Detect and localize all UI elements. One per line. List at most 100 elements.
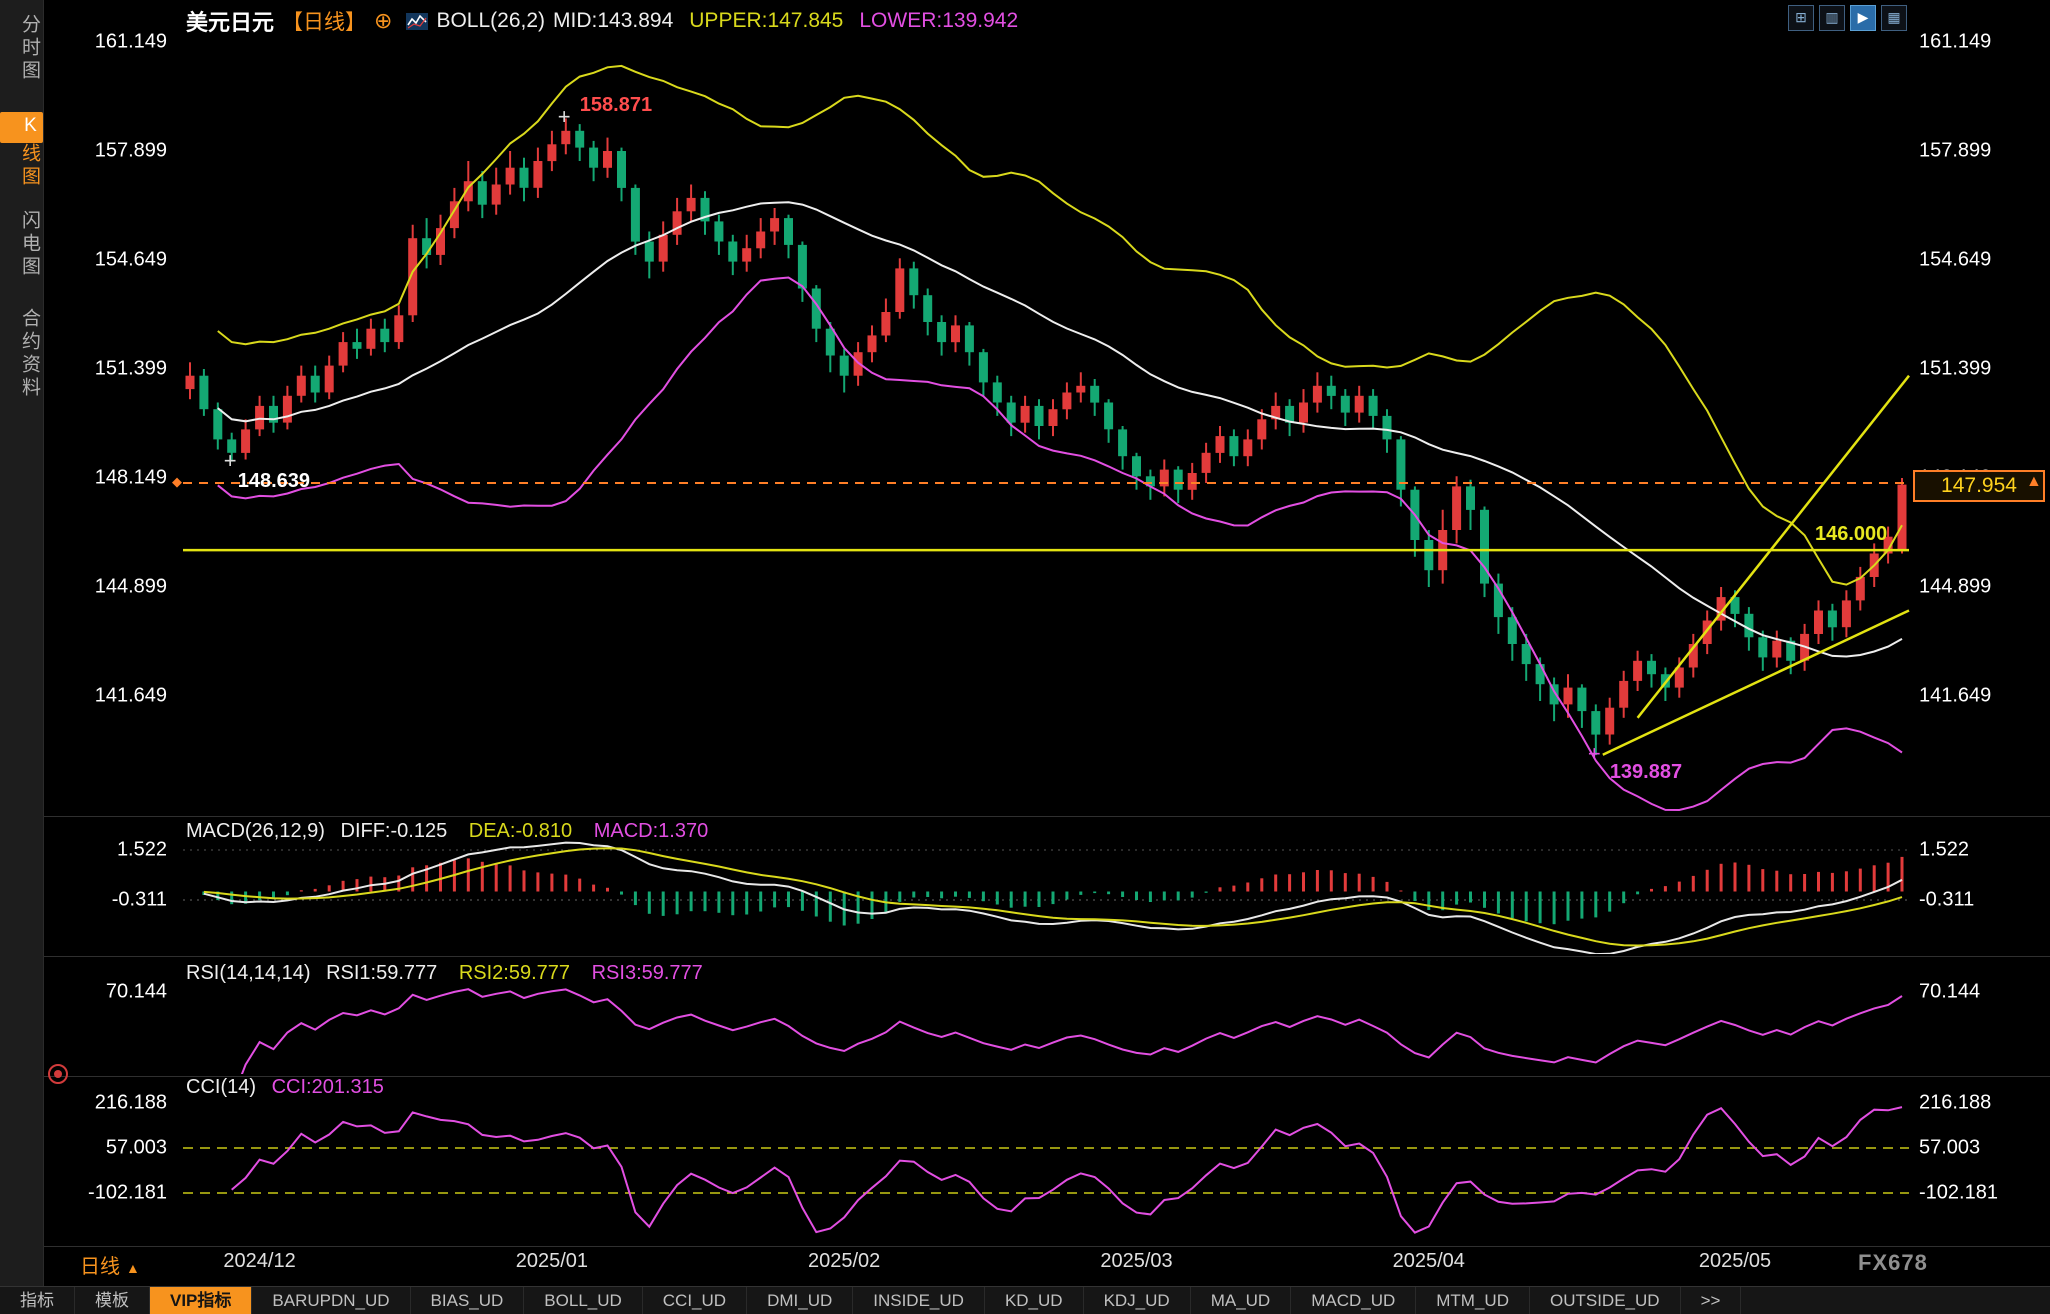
macd-axis-label: 1.522 [116,838,167,861]
price-axis-label: 161.149 [94,30,167,53]
price-alert-arrow-icon: ▲ [2026,473,2042,491]
price-axis-label: 157.899 [1919,139,1992,162]
chart-toolbar-icons: ⊞ ▥ ▶ ▦ [1788,5,1907,31]
macd-panel-title: MACD(26,12,9) DIFF:-0.125 DEA:-0.810 MAC… [186,820,708,843]
candles [185,118,1907,756]
rsi3-value: RSI3:59.777 [591,962,703,984]
price-axis-label: 157.899 [94,139,167,162]
boll-lower-value: LOWER:139.942 [859,9,1019,32]
period-tag[interactable]: 【日线】 [282,11,367,34]
layout-grid-icon[interactable]: ⊞ [1788,5,1814,31]
period-selector-label: 日线 [80,1256,120,1278]
price-axis-label: 154.649 [94,248,167,271]
layout-panes-icon[interactable]: ▥ [1819,5,1845,31]
sidebar-item-3[interactable]: 闪电图 [19,210,40,279]
annotation-high-price: 158.871 [579,94,653,117]
price-axis-label: 144.899 [94,575,167,598]
left-price-axis: 161.149 157.899 154.649 151.399 148.149 144.8… [43,0,175,1286]
price-axis-label: 148.149 [94,466,167,489]
toolbar-tab-BARUPDN_UD[interactable]: BARUPDN_UD [252,1287,411,1314]
rsi-axis-label: 70.144 [105,980,167,1003]
rsi-axis-label: 70.144 [1919,980,1981,1003]
toolbar-tab-MACD_UD[interactable]: MACD_UD [1291,1287,1417,1314]
x-axis-month-label: 2025/05 [1698,1250,1772,1272]
period-selector[interactable]: 日线 ▲ [80,1250,140,1279]
play-icon[interactable]: ▶ [1850,5,1876,31]
price-axis-label: 144.899 [1919,575,1992,598]
toolbar-tab-BOLL_UD[interactable]: BOLL_UD [524,1287,643,1314]
crosshair-marker: + [1587,741,1601,767]
left-sidebar: 分时图 K 线图闪电图合约资料 [0,0,44,1286]
cci-axis-label: 57.003 [1919,1136,1981,1159]
price-axis-label: 154.649 [1919,248,1992,271]
toolbar-tab->>[interactable]: >> [1681,1287,1742,1314]
x-axis-month-label: 2025/02 [808,1250,881,1272]
toolbar-tab-CCI_UD[interactable]: CCI_UD [643,1287,748,1314]
crosshair-marker: + [223,447,237,473]
price-axis-label: 141.649 [1919,684,1992,707]
sidebar-item-4[interactable]: 合约资料 [19,308,40,400]
sidebar-item-1[interactable]: 分时图 [19,14,40,83]
toolbar-tab-MTM_UD[interactable]: MTM_UD [1416,1287,1530,1314]
symbol-title: 美元日元 [186,10,275,35]
x-axis-month-label: 2025/01 [515,1250,589,1272]
rsi-panel-title: RSI(14,14,14) RSI1:59.777 RSI2:59.777 RS… [186,962,703,985]
sidebar-item-label: 线图 [19,143,40,189]
alert-line-diamond-icon: ◆ [172,474,182,490]
price-axis-label: 151.399 [1919,357,1992,380]
toolbar-tab-KD_UD[interactable]: KD_UD [985,1287,1084,1314]
annotation-dec-low-price: 148.639 [237,469,310,492]
price-axis-label: 141.649 [94,684,167,707]
toolbar-tab-VIP指标[interactable]: VIP指标 [150,1287,253,1314]
price-axis-label: 151.399 [94,357,167,380]
x-axis-month-label: 2025/03 [1100,1250,1173,1272]
cci-axis-label: 216.188 [1919,1091,1992,1114]
rsi1-value: RSI1:59.777 [326,962,438,984]
price-axis-label: 161.149 [1919,30,1992,53]
toolbar-tab-指标[interactable]: 指标 [0,1287,75,1314]
toolbar-tab-KDJ_UD[interactable]: KDJ_UD [1084,1287,1191,1314]
toolbar-tab-INSIDE_UD[interactable]: INSIDE_UD [853,1287,985,1314]
right-price-axis: 161.149157.899154.649151.399148.149144.8… [1915,0,2050,1286]
macd-axis-label: -0.311 [1919,888,1975,911]
cci-panel-title: CCI(14) CCI:201.315 [186,1076,384,1099]
macd-macd-value: MACD:1.370 [593,820,709,842]
cci-axis-label: -102.181 [88,1181,167,1204]
watermark: FX678 [1858,1250,1928,1275]
macd-axis-label: -0.311 [111,888,167,911]
boll-mid-value: MID:143.894 [553,9,674,32]
x-axis-month-label: 2025/04 [1392,1250,1465,1272]
toolbar-tab-MA_UD[interactable]: MA_UD [1191,1287,1292,1314]
cci-axis-label: -102.181 [1919,1181,1998,1204]
annotation-apr-low-price: 139.887 [1609,761,1683,784]
cci-axis-label: 57.003 [105,1136,167,1159]
macd-params: MACD(26,12,9) [186,820,325,842]
boll-upper-value: UPPER:147.845 [689,9,844,32]
x-axis-month-label: 2024/12 [223,1250,296,1272]
macd-histogram [202,856,1904,926]
cci-axis-label: 216.188 [94,1091,167,1114]
sidebar-selected-badge: K [0,112,43,143]
macd-dea-value: DEA:-0.810 [468,820,573,842]
sidebar-item-2[interactable]: K 线图 [0,112,43,189]
annotation-hline-price: 146.000 [1815,523,1888,546]
crosshair-marker: + [557,104,571,130]
rsi-params: RSI(14,14,14) [186,962,311,984]
cci-params: CCI(14) [186,1076,257,1098]
macd-axis-label: 1.522 [1919,838,1970,861]
layout-windows-icon[interactable]: ▦ [1881,5,1907,31]
bottom-toolbar: 指标 模板 VIP指标 BARUPDN_UD BIAS_UD BOLL_UD CCI_UD D… [0,1286,2050,1314]
toolbar-tab-BIAS_UD[interactable]: BIAS_UD [411,1287,525,1314]
last-price-tag: 147.954 [1913,469,2045,502]
rsi2-value: RSI2:59.777 [458,962,571,984]
toolbar-tab-DMI_UD[interactable]: DMI_UD [747,1287,854,1314]
toolbar-tab-OUTSIDE_UD[interactable]: OUTSIDE_UD [1530,1287,1681,1314]
boll-label: BOLL(26,2) [436,9,546,32]
toolbar-tab-模板[interactable]: 模板 [75,1287,150,1314]
triangle-up-icon: ▲ [126,1260,140,1276]
record-icon[interactable] [48,1064,68,1084]
add-indicator-icon[interactable]: ⊕ [374,8,393,33]
boll-indicator-icon [406,12,429,30]
